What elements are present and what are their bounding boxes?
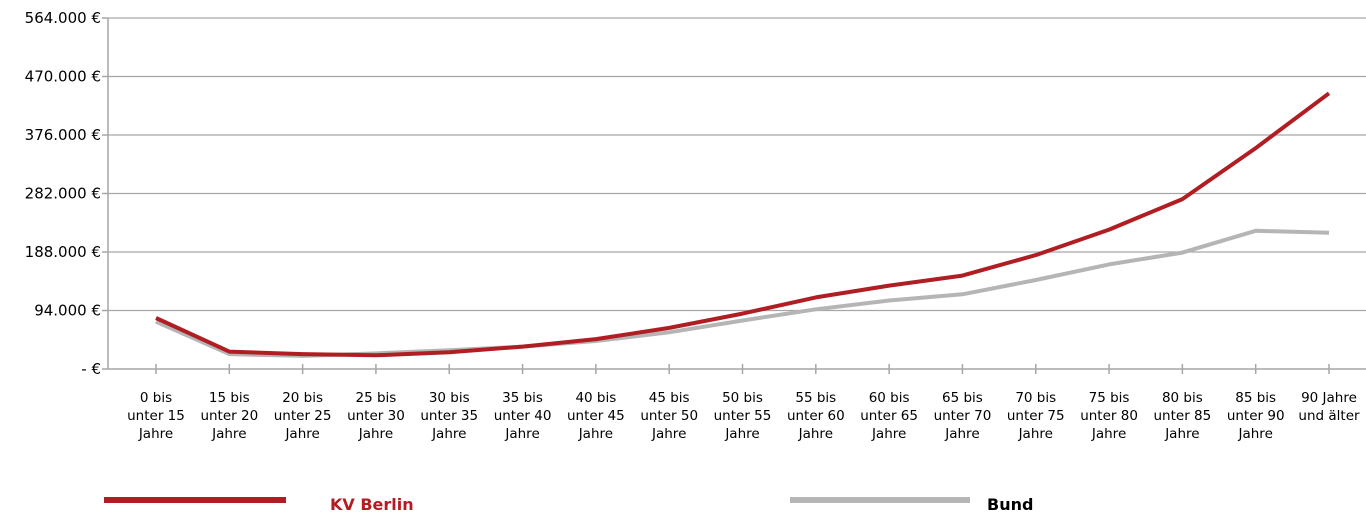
x-tick-label: 45 bis unter 50 Jahre <box>640 390 698 442</box>
x-tick-label: 0 bis unter 15 Jahre <box>127 390 185 442</box>
legend-label: KV Berlin <box>330 495 414 514</box>
axes <box>102 17 1366 374</box>
x-tick-label: 65 bis unter 70 Jahre <box>934 390 992 442</box>
grid-lines <box>108 17 1366 312</box>
y-tick-label: 94.000 € <box>34 302 101 320</box>
y-tick-label: 376.000 € <box>25 126 101 144</box>
y-axis-tick-labels: - € 94.000 € 188.000 € 282.000 € 376.000 € 47… <box>25 9 101 378</box>
legend: KV Berlin Bund <box>104 495 1033 514</box>
x-axis-tick-labels: 0 bis unter 15 Jahre 15 bis unter 20 Jahre 20 … <box>127 390 1360 442</box>
y-tick-label: 188.000 € <box>25 243 101 261</box>
x-tick-label: 85 bis unter 90 Jahre <box>1227 390 1285 442</box>
y-tick-label: 564.000 € <box>25 9 101 27</box>
x-tick-label: 55 bis unter 60 Jahre <box>787 390 845 442</box>
x-tick-label: 40 bis unter 45 Jahre <box>567 390 625 442</box>
y-tick-label: - € <box>81 360 101 378</box>
x-tick-label: 80 bis unter 85 Jahre <box>1154 390 1212 442</box>
x-tick-label: 90 Jahre und älter <box>1298 390 1360 424</box>
x-tick-label: 50 bis unter 55 Jahre <box>714 390 772 442</box>
x-tick-label: 20 bis unter 25 Jahre <box>274 390 332 442</box>
x-tick-label: 75 bis unter 80 Jahre <box>1080 390 1138 442</box>
x-tick-label: 30 bis unter 35 Jahre <box>420 390 478 442</box>
series-lines <box>155 91 1331 358</box>
y-tick-label: 470.000 € <box>25 68 101 86</box>
x-tick-label: 15 bis unter 20 Jahre <box>200 390 258 442</box>
x-tick-label: 35 bis unter 40 Jahre <box>494 390 552 442</box>
series-line-bund <box>155 228 1330 358</box>
x-tick-label: 25 bis unter 30 Jahre <box>347 390 405 442</box>
x-tick-label: 60 bis unter 65 Jahre <box>860 390 918 442</box>
legend-label: Bund <box>987 495 1033 514</box>
series-line-kv-berlin <box>155 91 1331 358</box>
y-tick-label: 282.000 € <box>25 185 101 203</box>
x-tick-label: 70 bis unter 75 Jahre <box>1007 390 1065 442</box>
